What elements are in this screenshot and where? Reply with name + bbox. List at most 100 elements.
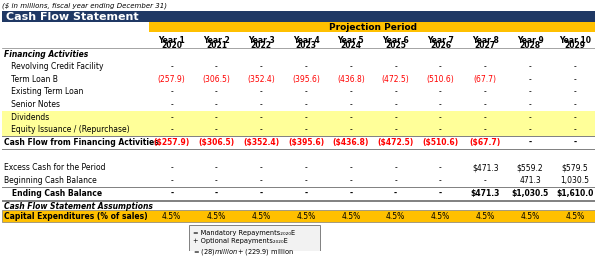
Text: -: -: [394, 100, 397, 109]
Text: Year 6: Year 6: [382, 36, 409, 45]
FancyBboxPatch shape: [2, 11, 595, 22]
Text: -: -: [529, 100, 532, 109]
Text: $559.2: $559.2: [517, 163, 544, 172]
Text: -: -: [573, 138, 576, 147]
Text: -: -: [305, 62, 307, 71]
Text: -: -: [305, 87, 307, 96]
Text: 2025: 2025: [385, 41, 406, 50]
Text: -: -: [394, 163, 397, 172]
Text: -: -: [573, 113, 576, 122]
Text: -: -: [260, 100, 263, 109]
Text: Year 4: Year 4: [292, 36, 319, 45]
Text: Capital Expenditures (% of sales): Capital Expenditures (% of sales): [4, 212, 148, 221]
Text: Ending Cash Balance: Ending Cash Balance: [4, 189, 102, 198]
Text: Equity Issuance / (Repurchase): Equity Issuance / (Repurchase): [4, 125, 130, 134]
Text: -: -: [305, 125, 307, 134]
Text: -: -: [215, 189, 218, 198]
Text: Year 5: Year 5: [337, 36, 364, 45]
Text: Financing Activities: Financing Activities: [4, 50, 89, 59]
Text: Year 2: Year 2: [203, 36, 230, 45]
Text: Projection Period: Projection Period: [329, 23, 417, 32]
FancyBboxPatch shape: [2, 174, 595, 187]
Text: -: -: [439, 189, 442, 198]
Text: -: -: [439, 113, 442, 122]
FancyBboxPatch shape: [2, 187, 595, 199]
Text: -: -: [170, 189, 173, 198]
Text: -: -: [260, 113, 263, 122]
Text: -: -: [439, 87, 442, 96]
Text: 2023: 2023: [295, 41, 316, 50]
Text: -: -: [529, 138, 532, 147]
Text: ($395.6): ($395.6): [288, 138, 324, 147]
Text: $471.3: $471.3: [471, 189, 500, 198]
Text: 4.5%: 4.5%: [297, 212, 316, 221]
Text: -: -: [529, 75, 532, 84]
Text: Year 8: Year 8: [472, 36, 499, 45]
Text: = ($28) million + ($229.9) million: = ($28) million + ($229.9) million: [193, 247, 294, 257]
Text: Beginning Cash Balance: Beginning Cash Balance: [4, 176, 97, 185]
Text: 2028: 2028: [520, 41, 541, 50]
Text: -: -: [170, 113, 173, 122]
Text: -: -: [573, 100, 576, 109]
Text: 4.5%: 4.5%: [386, 212, 405, 221]
FancyBboxPatch shape: [189, 225, 321, 253]
Text: Senior Notes: Senior Notes: [4, 100, 60, 109]
Text: -: -: [484, 100, 487, 109]
Text: -: -: [260, 189, 263, 198]
Text: -: -: [170, 125, 173, 134]
Text: $471.3: $471.3: [472, 163, 499, 172]
Text: -: -: [170, 176, 173, 185]
Text: Cash Flow Statement: Cash Flow Statement: [6, 12, 139, 22]
Text: Year 10: Year 10: [559, 36, 591, 45]
Text: -: -: [260, 87, 263, 96]
Text: -: -: [215, 113, 218, 122]
Text: -: -: [394, 113, 397, 122]
Text: (436.8): (436.8): [337, 75, 365, 84]
Text: -: -: [170, 100, 173, 109]
Text: -: -: [304, 189, 307, 198]
FancyBboxPatch shape: [2, 32, 595, 48]
Text: -: -: [260, 176, 263, 185]
FancyBboxPatch shape: [2, 111, 595, 124]
Text: -: -: [394, 189, 397, 198]
Text: Year 9: Year 9: [517, 36, 544, 45]
Text: (352.4): (352.4): [248, 75, 275, 84]
Text: Year 1: Year 1: [158, 36, 185, 45]
Text: (257.9): (257.9): [158, 75, 185, 84]
Text: -: -: [394, 176, 397, 185]
Text: -: -: [573, 62, 576, 71]
Text: Cash Flow Statement Assumptions: Cash Flow Statement Assumptions: [4, 203, 153, 211]
FancyBboxPatch shape: [2, 149, 595, 162]
Text: -: -: [439, 62, 442, 71]
Text: -: -: [349, 125, 352, 134]
Text: 4.5%: 4.5%: [475, 212, 495, 221]
FancyBboxPatch shape: [150, 22, 597, 32]
Text: -: -: [349, 87, 352, 96]
Text: -: -: [215, 100, 218, 109]
Text: -: -: [484, 176, 487, 185]
Text: ($352.4): ($352.4): [243, 138, 279, 147]
Text: ($510.6): ($510.6): [422, 138, 459, 147]
Text: -: -: [529, 125, 532, 134]
Text: (472.5): (472.5): [382, 75, 410, 84]
Text: Year 3: Year 3: [248, 36, 274, 45]
Text: ($67.7): ($67.7): [469, 138, 501, 147]
Text: (306.5): (306.5): [203, 75, 230, 84]
Text: -: -: [260, 62, 263, 71]
Text: -: -: [349, 113, 352, 122]
Text: -: -: [349, 163, 352, 172]
FancyBboxPatch shape: [2, 98, 595, 111]
Text: -: -: [305, 100, 307, 109]
Text: $579.5: $579.5: [562, 163, 588, 172]
Text: $1,610.0: $1,610.0: [556, 189, 593, 198]
Text: ($257.9): ($257.9): [154, 138, 190, 147]
FancyBboxPatch shape: [2, 162, 595, 174]
Text: -: -: [215, 62, 218, 71]
Text: -: -: [529, 62, 532, 71]
Text: -: -: [439, 100, 442, 109]
Text: -: -: [215, 125, 218, 134]
Text: -: -: [484, 87, 487, 96]
Text: -: -: [260, 163, 263, 172]
Text: -: -: [484, 125, 487, 134]
FancyBboxPatch shape: [2, 124, 595, 136]
